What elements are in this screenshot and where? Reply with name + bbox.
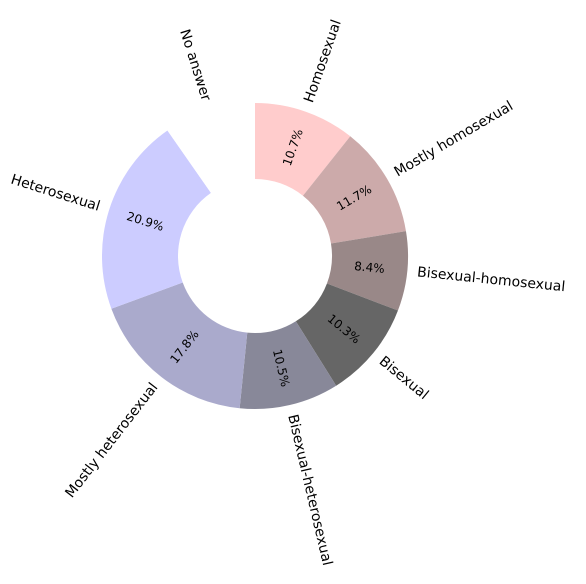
slice-homosexual xyxy=(255,103,351,196)
slice-mostly-heterosexual xyxy=(111,282,248,409)
slice-no-answer xyxy=(167,103,255,193)
slice-heterosexual xyxy=(101,130,211,309)
category-label-no-answer: No answer xyxy=(176,27,214,103)
slice-mostly-homosexual xyxy=(302,136,406,244)
slice-bisexual-heterosexual xyxy=(239,321,337,410)
category-label-mostly-homosexual: Mostly homosexual xyxy=(392,98,517,180)
value-label-bisexual-homosexual: 8.4% xyxy=(354,259,386,276)
category-label-homosexual: Homosexual xyxy=(301,18,345,105)
slice-bisexual-homosexual xyxy=(326,231,409,311)
category-label-heterosexual: Heterosexual xyxy=(9,172,102,215)
slice-bisexual xyxy=(295,283,398,386)
category-label-mostly-heterosexual: Mostly heterosexual xyxy=(62,380,161,501)
category-label-bisexual-homosexual: Bisexual-homosexual xyxy=(416,264,566,295)
category-label-bisexual-heterosexual: Bisexual-heterosexual xyxy=(284,413,335,567)
category-label-bisexual: Bisexual xyxy=(376,353,432,403)
